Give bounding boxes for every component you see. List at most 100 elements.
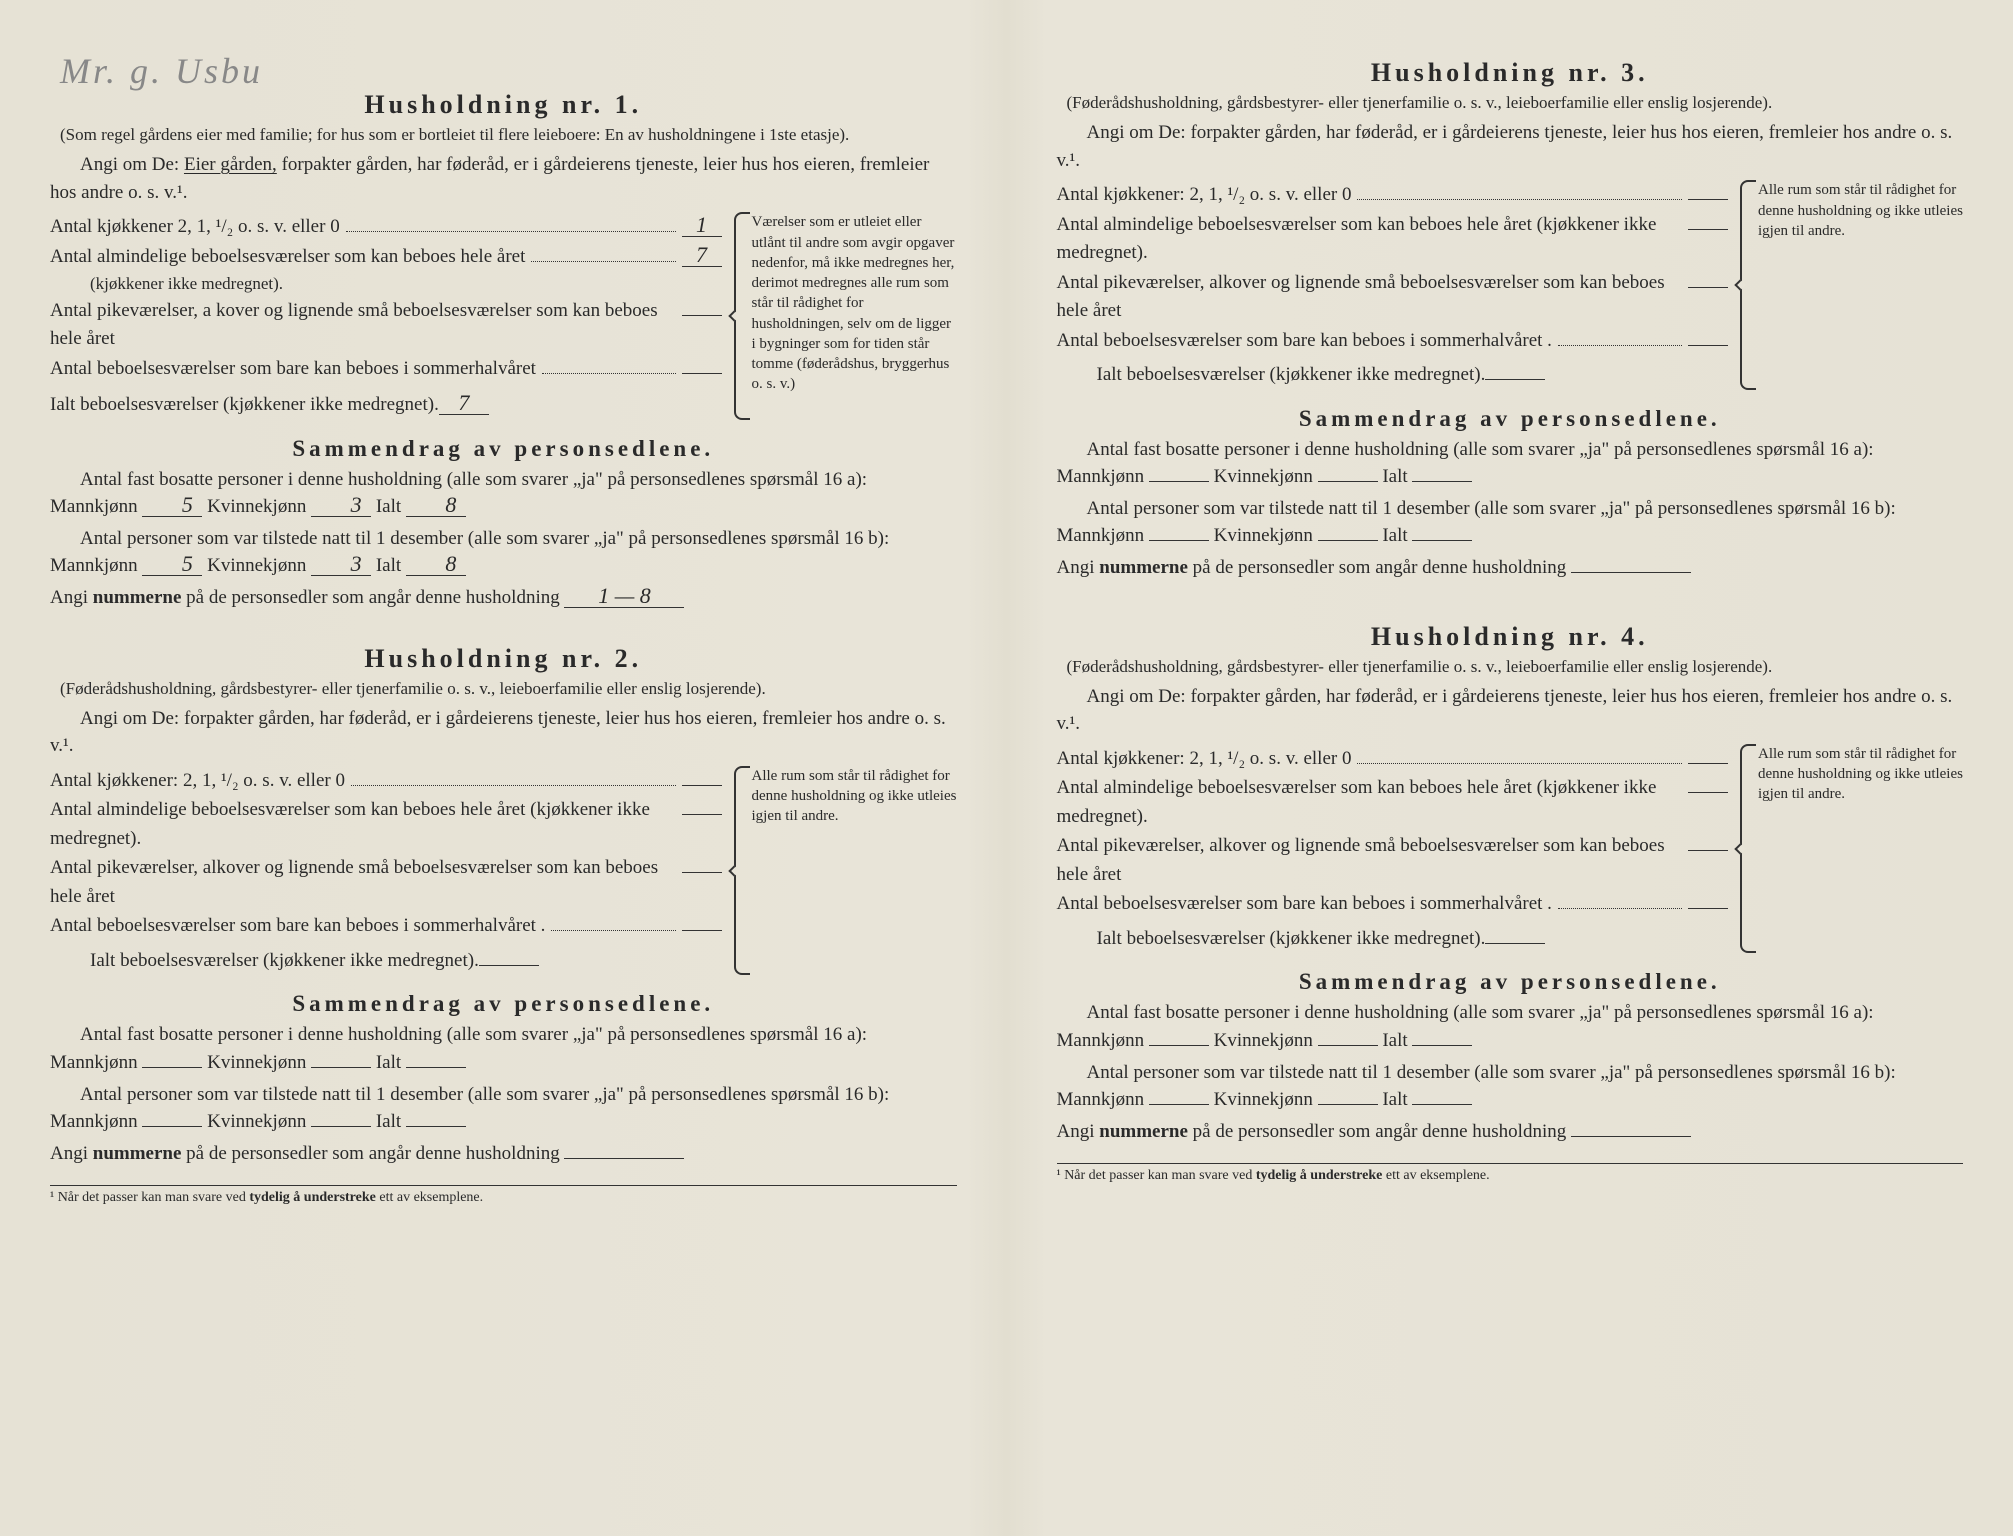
- household-4: Husholdning nr. 4. (Føderådshusholdning,…: [1047, 614, 1974, 1150]
- q-rooms: Antal almindelige beboelsesværelser som …: [1057, 211, 1677, 268]
- household-2: Husholdning nr. 2. (Føderådshusholdning,…: [40, 636, 967, 1172]
- hh2-s16a: Antal fast bosatte personer i denne hush…: [50, 1021, 957, 1076]
- angi-rest: forpakter gården, har føderåd, er i gård…: [50, 154, 929, 203]
- s16b: Antal personer som var tilstede natt til…: [1057, 1062, 1896, 1111]
- blank: [1318, 481, 1378, 482]
- brace-icon: [734, 212, 750, 420]
- q-summer: Antal beboelsesværelser som bare kan beb…: [1057, 327, 1552, 356]
- blank: [311, 1067, 371, 1068]
- fn-bold: tydelig å understreke: [249, 1190, 376, 1205]
- ialt: Ialt: [1382, 1030, 1407, 1051]
- ialt-label: Ialt: [376, 496, 401, 517]
- num-bold: nummerne: [1099, 557, 1188, 578]
- num-post: på de personsedler som angår denne husho…: [1193, 1121, 1567, 1142]
- footnote-rule-right: [1057, 1163, 1964, 1164]
- blank: [1571, 572, 1691, 573]
- blank: [1688, 287, 1728, 288]
- hh1-questions: Antal kjøkkener 2, 1, ¹/₂ o. s. v. eller…: [50, 212, 957, 420]
- hh2-summary-title: Sammendrag av personsedlene.: [40, 991, 967, 1017]
- q-total: Ialt beboelsesværelser (kjøkkener ikke m…: [50, 391, 439, 420]
- hh3-subtitle: (Føderådshusholdning, gårdsbestyrer- ell…: [1067, 92, 1954, 113]
- blank: [1688, 199, 1728, 200]
- blank: [479, 965, 539, 966]
- blank: [406, 1067, 466, 1068]
- ialt-label2: Ialt: [376, 555, 401, 576]
- blank: [142, 1126, 202, 1127]
- blank: [1688, 850, 1728, 851]
- footnote-rule: [50, 1185, 957, 1186]
- kv: Kvinnekjønn: [207, 1052, 306, 1073]
- blank: [1149, 1104, 1209, 1105]
- census-form-page: Mr. g. Usbu Husholdning nr. 1. (Som rege…: [0, 0, 2013, 1536]
- blank: [1149, 540, 1209, 541]
- s16a-m: 5: [142, 494, 202, 517]
- hh1-subtitle: (Som regel gårdens eier med familie; for…: [60, 124, 947, 145]
- s16b-k: 3: [311, 553, 371, 576]
- blank: [682, 785, 722, 786]
- v-summer: [682, 373, 722, 374]
- hh3-angi: Angi om De: forpakter gården, har føderå…: [1057, 119, 1964, 174]
- q-rooms: Antal almindelige beboelsesværelser som …: [50, 796, 670, 853]
- blank: [1688, 345, 1728, 346]
- footnote-left: ¹ Når det passer kan man svare ved tydel…: [50, 1190, 957, 1206]
- num-bold: nummerne: [1099, 1121, 1188, 1142]
- blank: [1412, 540, 1472, 541]
- q-total: Ialt beboelsesværelser (kjøkkener ikke m…: [1097, 925, 1486, 954]
- v-total: 7: [439, 392, 489, 415]
- blank: [1318, 1045, 1378, 1046]
- hh2-title: Husholdning nr. 2.: [40, 644, 967, 674]
- hh4-questions: Antal kjøkkener: 2, 1, ¹/₂ o. s. v. elle…: [1057, 744, 1964, 954]
- s16a-k: 3: [311, 494, 371, 517]
- blank: [311, 1126, 371, 1127]
- s16a: Antal fast bosatte personer i denne hush…: [1057, 439, 1874, 488]
- s16b-i: 8: [406, 553, 466, 576]
- num-post: på de personsedler som angår denne husho…: [1193, 557, 1567, 578]
- hh4-aside: Alle rum som står til rådighet for denne…: [1740, 744, 1963, 954]
- v-kitchens: 1: [682, 214, 722, 237]
- kv2: Kvinnekjønn: [1214, 1089, 1313, 1110]
- hh3-q-left: Antal kjøkkener: 2, 1, ¹/₂ o. s. v. elle…: [1057, 180, 1729, 390]
- ialt2: Ialt: [1382, 525, 1407, 546]
- q-pike: Antal pikeværelser, alkover og lignende …: [1057, 269, 1677, 326]
- hh3-aside: Alle rum som står til rådighet for denne…: [1740, 180, 1963, 390]
- hh4-nummerne: Angi nummerne på de personsedler som ang…: [1057, 1118, 1964, 1146]
- hh2-questions: Antal kjøkkener: 2, 1, ¹/₂ o. s. v. elle…: [50, 766, 957, 976]
- num-bold: nummerne: [93, 1143, 182, 1164]
- hh3-s16b: Antal personer som var tilstede natt til…: [1057, 495, 1964, 550]
- s16a: Antal fast bosatte personer i denne hush…: [50, 1024, 867, 1073]
- hh2-s16b: Antal personer som var tilstede natt til…: [50, 1081, 957, 1136]
- ialt2: Ialt: [376, 1111, 401, 1132]
- blank: [682, 872, 722, 873]
- q-kitchens: Antal kjøkkener: 2, 1, ¹/₂ o. s. v. elle…: [1057, 181, 1352, 210]
- blank: [1485, 379, 1545, 380]
- v-pike: [682, 315, 722, 316]
- hh4-subtitle: (Føderådshusholdning, gårdsbestyrer- ell…: [1067, 656, 1954, 677]
- hh1-title: Husholdning nr. 1.: [40, 90, 967, 120]
- household-3: Husholdning nr. 3. (Føderådshusholdning,…: [1047, 50, 1974, 586]
- aside-text: Alle rum som står til rådighet for denne…: [752, 768, 957, 825]
- num-val: 1 — 8: [564, 585, 684, 608]
- hh1-q-left: Antal kjøkkener 2, 1, ¹/₂ o. s. v. eller…: [50, 212, 722, 420]
- blank: [682, 814, 722, 815]
- ialt: Ialt: [376, 1052, 401, 1073]
- q-summer: Antal beboelsesværelser som bare kan beb…: [1057, 890, 1552, 919]
- hh2-q-left: Antal kjøkkener: 2, 1, ¹/₂ o. s. v. elle…: [50, 766, 722, 976]
- q-pike: Antal pikeværelser, alkover og lignende …: [50, 854, 670, 911]
- hh4-s16b: Antal personer som var tilstede natt til…: [1057, 1059, 1964, 1114]
- q-summer: Antal beboelsesværelser som bare kan beb…: [50, 355, 536, 384]
- hh3-title: Husholdning nr. 3.: [1047, 58, 1974, 88]
- q-rooms-note: (kjøkkener ikke medregnet).: [50, 271, 722, 297]
- hh2-nummerne: Angi nummerne på de personsedler som ang…: [50, 1140, 957, 1168]
- blank: [1318, 1104, 1378, 1105]
- blank: [1149, 481, 1209, 482]
- s16a-i: 8: [406, 494, 466, 517]
- fn-bold: tydelig å understreke: [1256, 1168, 1383, 1183]
- q-summer: Antal beboelsesværelser som bare kan beb…: [50, 912, 545, 941]
- blank: [1688, 763, 1728, 764]
- hh3-summary-title: Sammendrag av personsedlene.: [1047, 406, 1974, 432]
- hh3-nummerne: Angi nummerne på de personsedler som ang…: [1057, 554, 1964, 582]
- q-kitchens: Antal kjøkkener: 2, 1, ¹/₂ o. s. v. elle…: [50, 767, 345, 796]
- num-post: på de personsedler som angår denne husho…: [186, 587, 560, 608]
- num-pre: Angi: [1057, 557, 1095, 578]
- kv-label: Kvinnekjønn: [207, 496, 306, 517]
